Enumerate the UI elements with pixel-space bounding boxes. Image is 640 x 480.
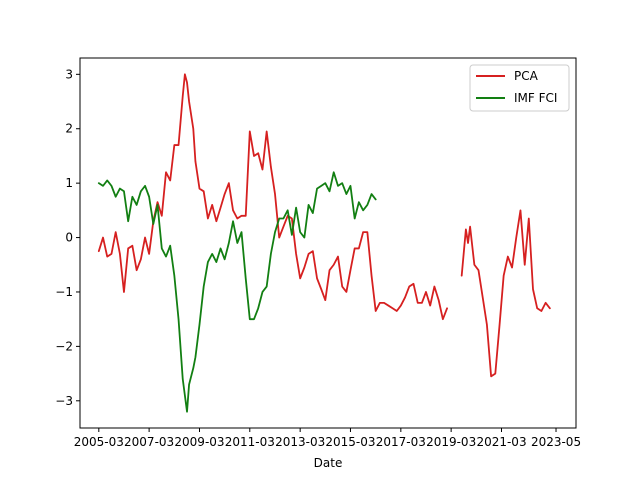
y-tick-label: 1 <box>65 176 73 190</box>
plot-area <box>79 57 577 429</box>
axes-background <box>80 58 576 428</box>
y-tick-label: −3 <box>55 394 73 408</box>
legend-label-imf-fci: IMF FCI <box>514 91 557 105</box>
y-tick-label: 2 <box>65 122 73 136</box>
x-tick-label: 2019-03 <box>426 435 476 449</box>
x-tick-label: 2005-03 <box>74 435 124 449</box>
y-tick-label: 0 <box>65 231 73 245</box>
x-tick-label: 2011-03 <box>225 435 275 449</box>
x-tick-label: 2013-03 <box>275 435 325 449</box>
y-tick-label: 3 <box>65 67 73 81</box>
x-tick-label: 2021-03 <box>476 435 526 449</box>
x-tick-label: 2017-03 <box>376 435 426 449</box>
x-tick-label: 2023-05 <box>531 435 581 449</box>
x-tick-label: 2009-03 <box>174 435 224 449</box>
legend-label-pca: PCA <box>514 69 539 83</box>
x-tick-label: 2015-03 <box>325 435 375 449</box>
axes-frame <box>79 57 577 429</box>
y-tick-label: −2 <box>55 339 73 353</box>
x-tick-label: 2007-03 <box>124 435 174 449</box>
series-layer <box>97 73 551 413</box>
series-line-imf-fci-2 <box>97 171 377 413</box>
x-axis: 2005-03 2007-03 2009-03 2011-03 2013-03 2015-… <box>74 428 581 449</box>
y-axis: −3 −2 −1 0 1 2 3 <box>55 67 80 408</box>
series-line-pca-1 <box>460 209 551 378</box>
x-axis-label: Date <box>314 456 343 470</box>
y-tick-label: −1 <box>55 285 73 299</box>
legend: PCA IMF FCI <box>469 64 570 112</box>
